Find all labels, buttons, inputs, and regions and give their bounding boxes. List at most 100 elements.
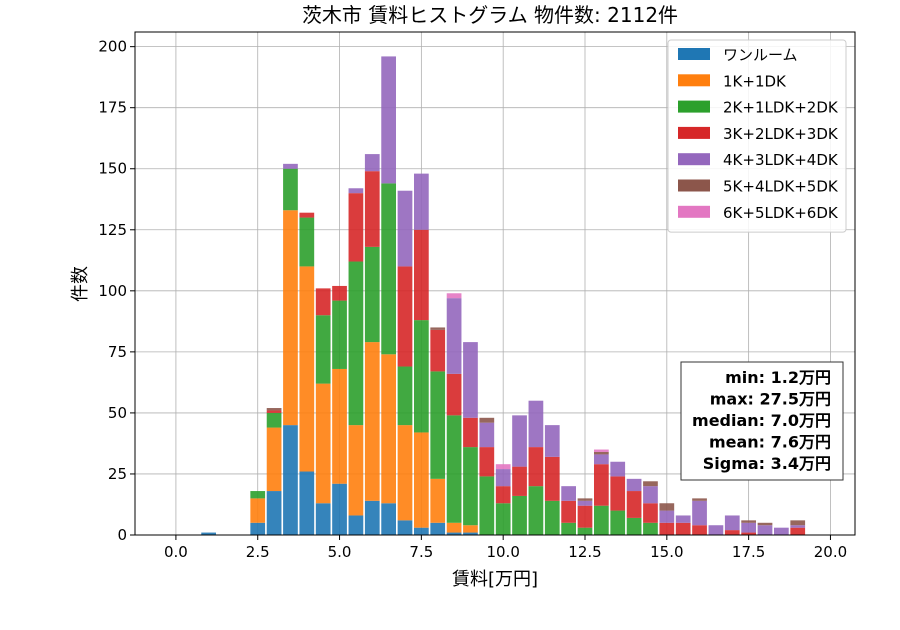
bar-segment-4 (299, 212, 315, 218)
stats-line: median: 7.0万円 (692, 411, 831, 430)
bar-segment-4 (659, 522, 675, 535)
stats-line: Sigma: 3.4万円 (703, 454, 831, 473)
legend: ワンルーム 1K+1DK 2K+1LDK+2DK 3K+2LDK+3DK 4K+3LDK… (667, 39, 847, 233)
bar-segment-4 (626, 491, 642, 518)
bar-segment-7 (594, 449, 609, 452)
bar-segment-3 (463, 447, 478, 526)
bar-segment-4 (348, 193, 364, 262)
bar-segment-1 (201, 532, 216, 535)
bar-segment-5 (463, 342, 478, 418)
y-axis-ticks: 0 25 50 75 100 125 150 175 200 (98, 38, 135, 544)
legend-swatch (678, 48, 710, 60)
bar-segment-3 (577, 527, 593, 535)
bar-segment-2 (397, 425, 413, 521)
stats-frame (680, 361, 844, 481)
bar-segment-3 (315, 315, 331, 384)
bar-segment-5 (528, 400, 544, 448)
x-tick-label: 15.0 (650, 543, 683, 561)
bar-segment-5 (512, 415, 527, 467)
legend-swatch (678, 179, 710, 192)
legend-swatch (678, 74, 710, 87)
bar-segment-4 (495, 486, 511, 504)
bar-segment-6 (757, 522, 773, 526)
bar-segment-4 (675, 522, 691, 535)
bar-segment-6 (790, 520, 806, 526)
bar-segment-5 (414, 173, 429, 230)
legend-label: 5K+4LDK+5DK (723, 178, 839, 196)
bar-segment-5 (544, 425, 560, 457)
bar-segment-3 (364, 246, 380, 343)
legend-label: 6K+5LDK+6DK (723, 204, 839, 222)
bar-segment-3 (283, 168, 298, 211)
bar-segment-1 (315, 503, 331, 535)
bar-segment-4 (463, 417, 478, 448)
bar-segment-4 (594, 464, 609, 506)
bar-segment-5 (741, 522, 756, 533)
bar-segment-5 (790, 525, 806, 528)
legend-swatch (678, 205, 710, 218)
y-axis-label: 件数 (70, 266, 91, 302)
bar-segment-1 (397, 520, 413, 535)
bar-segment-5 (724, 515, 740, 531)
bar-segment-2 (381, 354, 396, 504)
bar-segment-2 (299, 266, 315, 472)
bar-segment-4 (479, 447, 495, 477)
bar-segment-3 (446, 415, 462, 523)
bar-segment-6 (479, 417, 495, 423)
bar-segment-1 (446, 532, 462, 535)
bar-segment-3 (610, 510, 626, 535)
bar-segment-3 (544, 500, 560, 535)
bar-segment-2 (315, 383, 331, 504)
bar-segment-5 (610, 461, 626, 477)
y-tick-label: 125 (98, 221, 127, 239)
bar-segment-3 (643, 522, 658, 535)
bar-segment-6 (594, 451, 609, 455)
bar-segment-4 (561, 500, 576, 523)
stats-line: max: 27.5万円 (710, 390, 831, 409)
bar-segment-3 (512, 495, 527, 535)
x-tick-label: 0.0 (164, 543, 188, 561)
bar-segment-5 (659, 510, 675, 523)
bar-segment-4 (544, 456, 560, 501)
bar-segment-5 (626, 478, 642, 492)
stats-line: min: 1.2万円 (725, 368, 831, 387)
legend-label: 2K+1LDK+2DK (723, 99, 839, 117)
bar-segment-2 (364, 342, 380, 501)
bar-segment-2 (414, 432, 429, 528)
bar-segment-4 (332, 285, 347, 301)
x-tick-label: 7.5 (409, 543, 433, 561)
bar-segment-6 (430, 327, 446, 330)
bar-segment-5 (348, 188, 364, 194)
y-tick-label: 175 (98, 99, 127, 117)
legend-label: ワンルーム (723, 46, 798, 64)
bar-segment-3 (430, 371, 446, 479)
bar-segment-4 (315, 288, 331, 316)
bar-segment-2 (463, 525, 478, 533)
bar-segment-5 (446, 298, 462, 374)
x-tick-label: 5.0 (328, 543, 352, 561)
bar-segment-7 (446, 293, 462, 299)
bar-segment-5 (561, 486, 576, 501)
legend-swatch (678, 153, 710, 166)
bar-segment-3 (299, 217, 315, 267)
bar-segment-6 (741, 520, 756, 523)
bar-segment-4 (446, 373, 462, 416)
legend-label: 1K+1DK (723, 72, 787, 90)
bar-segment-4 (643, 503, 658, 523)
bar-segment-3 (528, 486, 544, 535)
x-axis-label: 賃料[万円] (452, 569, 538, 590)
bar-segment-2 (430, 478, 446, 523)
bar-segment-6 (692, 498, 707, 501)
bar-segment-5 (774, 527, 789, 535)
bar-segment-4 (692, 525, 707, 535)
bar-segment-5 (479, 422, 495, 448)
bar-segment-4 (790, 527, 806, 535)
bar-segment-5 (495, 469, 511, 487)
bar-segment-4 (724, 530, 740, 535)
x-tick-label: 10.0 (486, 543, 519, 561)
bar-segment-1 (283, 425, 298, 535)
bar-segment-5 (364, 154, 380, 172)
x-tick-label: 2.5 (246, 543, 270, 561)
y-tick-label: 50 (108, 404, 127, 422)
